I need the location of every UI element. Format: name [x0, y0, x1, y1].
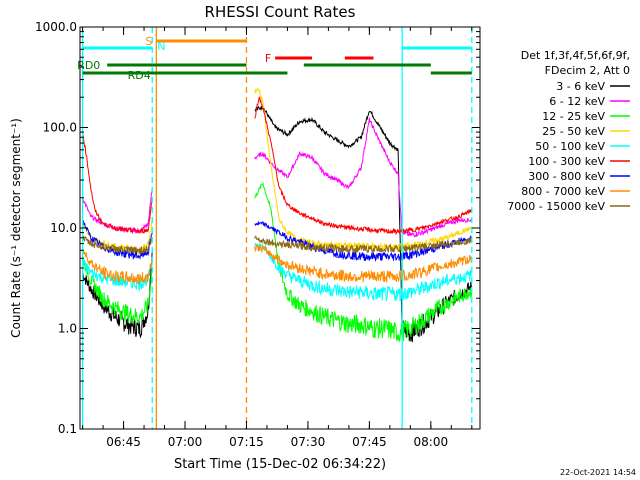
legend-entry-label: 100 - 300 keV: [528, 155, 605, 168]
flag-label-n: N: [157, 40, 165, 53]
legend-entry-label: 800 - 7000 keV: [521, 185, 605, 198]
x-tick-label: 08:00: [414, 435, 449, 449]
y-tick-label: 10.0: [50, 221, 77, 235]
x-axis: 06:45 07:00 07:15 07:30 07:45 08:00: [82, 27, 473, 449]
x-tick-label: 06:45: [106, 435, 141, 449]
y-axis: 0.1 1.0 10.0 100.0 1000.0: [35, 20, 480, 436]
x-axis-label: Start Time (15-Dec-02 06:34:22): [174, 457, 386, 472]
x-tick-label: 07:00: [168, 435, 203, 449]
legend-entries: 3 - 6 keV 6 - 12 keV 12 - 25 keV 25 - 50 ke…: [507, 80, 630, 213]
render-timestamp: 22-Oct-2021 14:54: [560, 468, 636, 477]
legend-entry-label: 50 - 100 keV: [535, 140, 605, 153]
flag-label-s: S: [145, 35, 152, 48]
flag-layer: S N F RD0 RD4: [77, 35, 472, 82]
x-tick-label: 07:45: [352, 435, 387, 449]
y-axis-label: Count Rate (s⁻¹ detector segment⁻¹): [9, 118, 23, 338]
legend-header-line-1: Det 1f,3f,4f,5f,6f,9f,: [521, 49, 630, 62]
x-tick-label: 07:30: [291, 435, 326, 449]
series-line-8: [82, 243, 473, 285]
legend-entry-label: 6 - 12 keV: [549, 95, 605, 108]
chart-title: RHESSI Count Rates: [205, 3, 356, 21]
plot-area: S N F RD0 RD4: [77, 27, 473, 429]
legend: Det 1f,3f,4f,5f,6f,9f, FDecim 2, Att 0 3…: [507, 49, 630, 213]
series-line-9: [82, 235, 473, 256]
flag-label-f: F: [265, 52, 271, 65]
y-tick-label: 1.0: [58, 322, 77, 336]
legend-entry-label: 12 - 25 keV: [542, 110, 605, 123]
flag-label-rd0: RD0: [77, 59, 100, 72]
x-tick-label: 07:15: [229, 435, 264, 449]
y-tick-label: 1000.0: [35, 20, 77, 34]
legend-entry-label: 3 - 6 keV: [556, 80, 605, 93]
series-line-3: [82, 181, 473, 342]
legend-header-line-2: FDecim 2, Att 0: [545, 64, 630, 77]
legend-entry-label: 7000 - 15000 keV: [507, 200, 605, 213]
y-tick-label: 0.1: [58, 422, 77, 436]
y-tick-label: 100.0: [43, 121, 77, 135]
legend-entry-label: 25 - 50 keV: [542, 125, 605, 138]
legend-entry-label: 300 - 800 keV: [528, 170, 605, 183]
series-layer: [82, 87, 473, 343]
series-line-6: [82, 96, 473, 236]
flag-label-rd4: RD4: [128, 69, 151, 82]
